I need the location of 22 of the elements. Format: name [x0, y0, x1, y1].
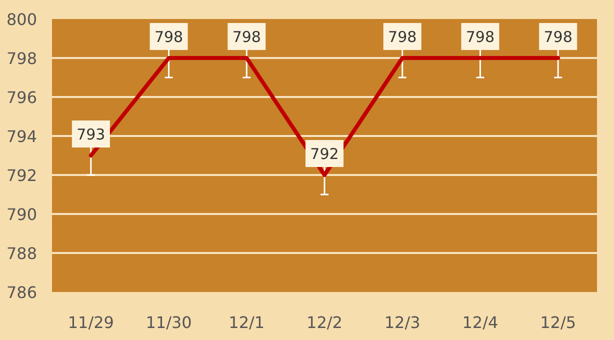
y-tick-label: 790 [6, 205, 37, 224]
y-tick-label: 796 [6, 88, 37, 107]
x-tick-label: 12/1 [228, 313, 265, 332]
data-label: 798 [232, 28, 261, 46]
data-label: 798 [544, 28, 572, 46]
y-tick-label: 794 [6, 127, 37, 146]
x-tick-label: 12/4 [462, 313, 498, 332]
data-label: 792 [310, 145, 339, 163]
x-tick-label: 12/3 [384, 313, 420, 332]
data-label: 793 [76, 126, 106, 144]
data-label: 798 [466, 28, 495, 46]
x-tick-label: 12/5 [540, 313, 576, 332]
x-tick-label: 12/2 [306, 313, 342, 332]
y-tick-label: 786 [6, 283, 37, 302]
y-tick-label: 798 [6, 49, 37, 68]
x-tick-label: 11/30 [146, 313, 192, 332]
y-tick-label: 792 [6, 166, 37, 185]
data-label: 798 [388, 28, 417, 46]
data-label: 798 [154, 28, 184, 46]
y-tick-label: 788 [6, 244, 37, 263]
x-tick-label: 11/29 [68, 313, 114, 332]
y-tick-label: 800 [6, 10, 37, 29]
